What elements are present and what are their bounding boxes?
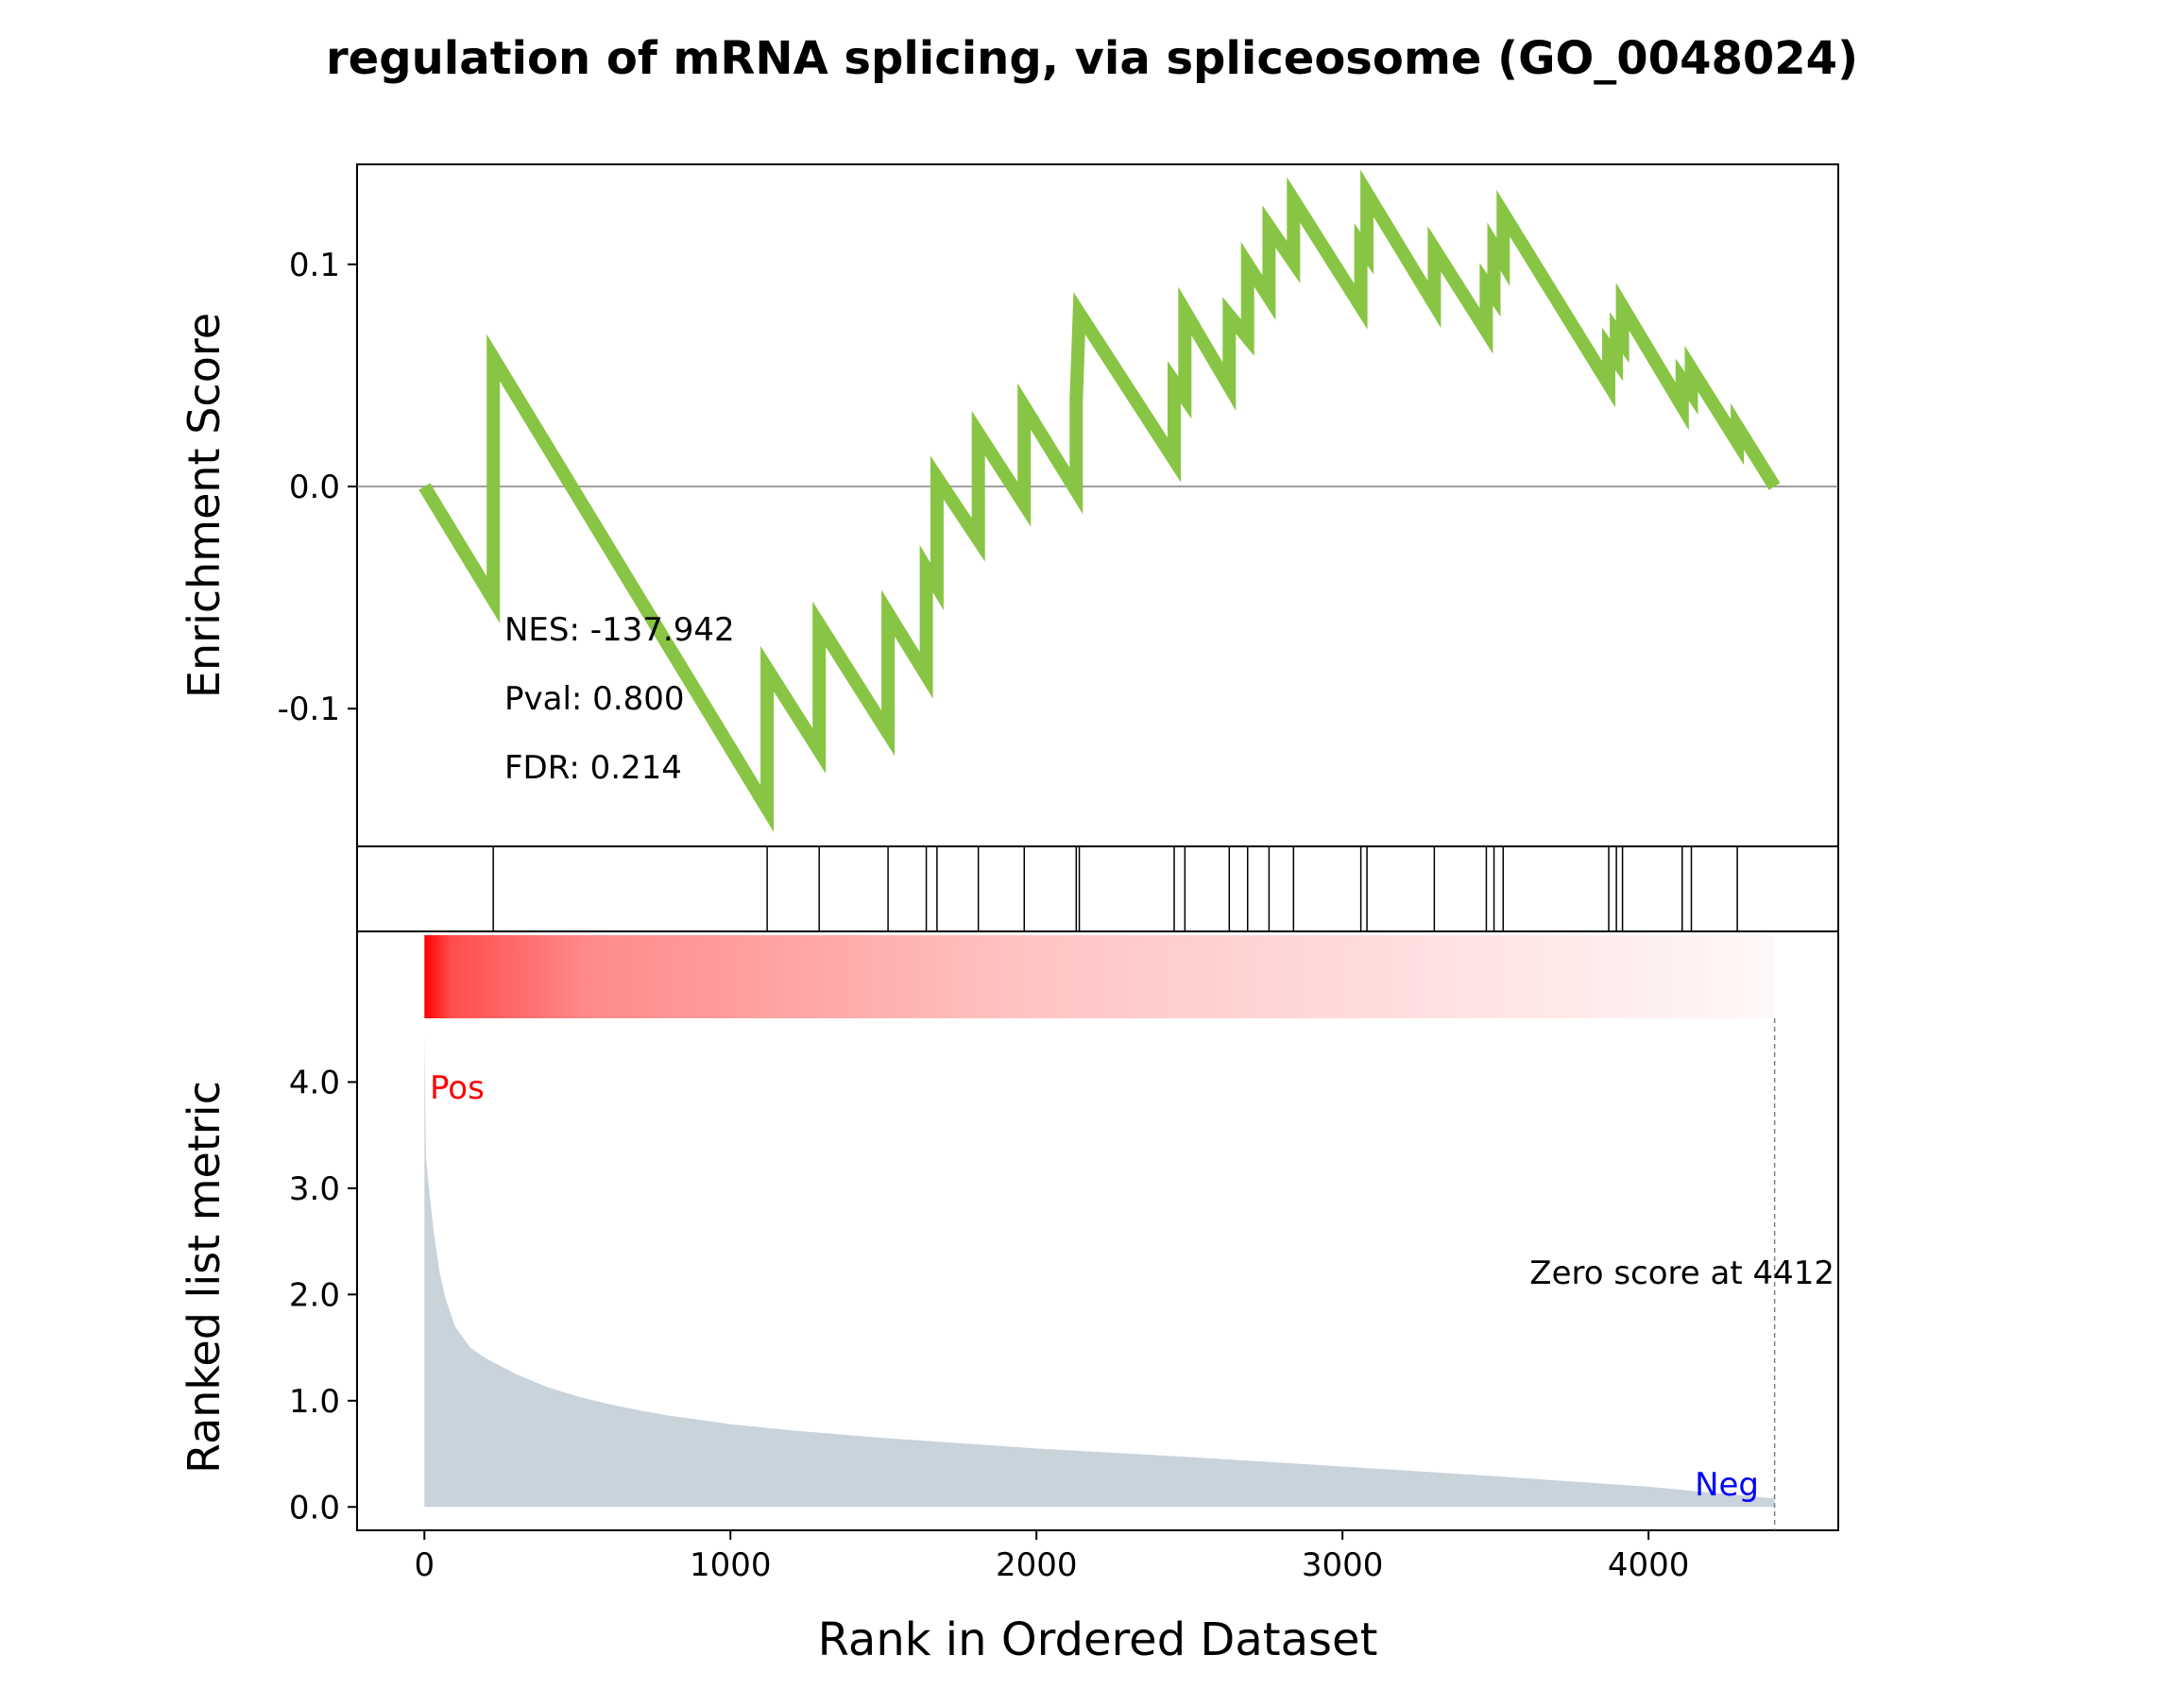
- hits-panel: [356, 845, 1839, 932]
- enrichment-y-tick-label: 0.1: [289, 247, 340, 284]
- ranked-y-tick-label: 2.0: [289, 1276, 340, 1314]
- x-tick-label: 1000: [690, 1546, 772, 1584]
- x-tick-label: 3000: [1302, 1546, 1384, 1584]
- rank-heat-bar: [424, 935, 1775, 1018]
- ranked-panel-frame: [356, 930, 1839, 1531]
- enrichment-y-label: Enrichment Score: [179, 313, 230, 698]
- ranked-y-label: Ranked list metric: [179, 1081, 230, 1474]
- ranked-metric-area: [424, 1033, 1775, 1508]
- hit-markers: [492, 846, 1738, 931]
- x-tick-label: 2000: [996, 1546, 1078, 1584]
- enrichment-score-line: [418, 169, 1781, 833]
- ranked-x-ticks: 0 1000 2000 3000 4000: [414, 1530, 1689, 1584]
- x-axis-label: Rank in Ordered Dataset: [818, 1613, 1378, 1666]
- ranked-y-tick-label: 0.0: [289, 1489, 340, 1527]
- ranked-y-tick-label: 4.0: [289, 1064, 340, 1101]
- zero-score-label: Zero score at 4412: [1529, 1254, 1834, 1292]
- ranked-y-ticks: 0.0 1.0 2.0 3.0 4.0: [289, 1064, 357, 1527]
- x-tick-label: 0: [414, 1546, 435, 1584]
- enrichment-y-tick-label: 0.0: [289, 469, 340, 506]
- ranked-panel: Pos Neg Zero score at 4412 0.0 1.0 2.0 3.0 4…: [179, 930, 1839, 1666]
- pos-label: Pos: [430, 1069, 485, 1107]
- chart-title: regulation of mRNA splicing, via spliceo…: [326, 32, 1858, 85]
- x-tick-label: 4000: [1608, 1546, 1690, 1584]
- fdr-label: FDR: 0.214: [504, 749, 682, 787]
- enrichment-y-ticks: 0.1 0.0 -0.1: [278, 247, 357, 728]
- neg-label: Neg: [1695, 1466, 1759, 1504]
- pval-label: Pval: 0.800: [504, 680, 685, 718]
- ranked-y-tick-label: 3.0: [289, 1170, 340, 1208]
- ranked-y-tick-label: 1.0: [289, 1383, 340, 1421]
- nes-label: NES: -137.942: [504, 611, 735, 649]
- enrichment-panel: 0.1 0.0 -0.1 NES: -137.942 Pval: 0.800 FDR…: [179, 163, 1839, 847]
- enrichment-y-tick-label: -0.1: [278, 691, 340, 728]
